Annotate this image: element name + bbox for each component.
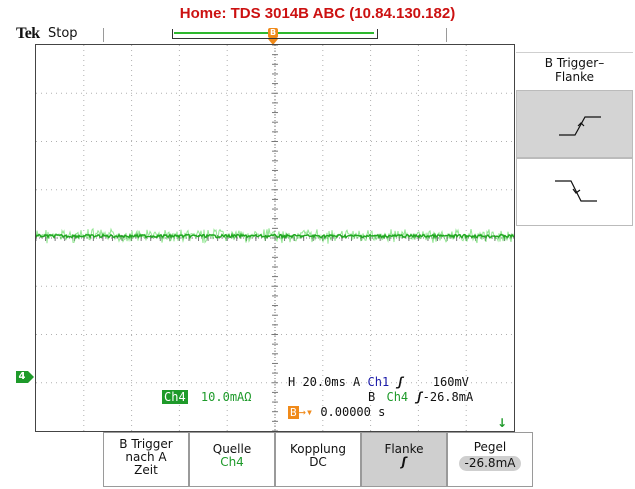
header-tick — [446, 28, 447, 42]
menu-b-trigger-nach-a-zeit[interactable]: B Trigger nach A Zeit — [103, 432, 189, 487]
side-menu-title-line-1: B Trigger– — [544, 56, 605, 70]
side-menu-divider — [516, 52, 633, 53]
header-tick — [103, 28, 104, 42]
horizontal-scale: H 20.0ms — [288, 375, 346, 389]
b-trigger-level: -26.8mA — [422, 390, 474, 404]
trigger-position-marker: B — [268, 28, 278, 38]
delay-arrow-icon: →▾ — [298, 405, 314, 419]
waveform-graticule[interactable] — [35, 44, 515, 432]
menu-label-pegel: Pegel — [473, 440, 507, 454]
side-menu-title-line-2: Flanke — [554, 70, 595, 84]
a-trigger-level: 160mV — [432, 375, 469, 389]
menu-value-kopplung: DC — [309, 455, 327, 469]
menu-label-b-trigger: B Trigger nach A Zeit — [119, 437, 173, 477]
run-status: Stop — [48, 26, 78, 41]
a-trigger-label: A — [353, 375, 361, 389]
rising-edge-icon — [559, 116, 601, 136]
a-slope-icon: ʃ — [396, 375, 404, 389]
channel-4-ground-marker[interactable]: 4 — [16, 371, 28, 383]
b-trigger-label: B — [368, 390, 376, 404]
tek-logo: Tek — [16, 25, 40, 42]
menu-label-quelle: Quelle — [212, 442, 252, 456]
menu-value-flanke: ʃ — [401, 455, 407, 469]
slope-rising-button[interactable] — [516, 90, 633, 158]
delay-value: 0.00000 s — [320, 405, 386, 419]
readout-line-2: Ch4 10.0mAΩ — [162, 390, 252, 404]
channel-4-marker-arrow-icon — [28, 371, 34, 383]
menu-kopplung[interactable]: Kopplung DC — [275, 432, 361, 487]
menu-quelle[interactable]: Quelle Ch4 — [189, 432, 275, 487]
readout-b-trigger: B Ch4 ʃ-26.8mA — [368, 390, 473, 404]
menu-pegel[interactable]: Pegel -26.8mA — [447, 432, 533, 487]
readout-delay: B →▾ 0.00000 s — [288, 405, 385, 419]
ch4-label: Ch4 — [162, 390, 188, 404]
falling-edge-icon — [555, 180, 597, 202]
menu-label-kopplung: Kopplung — [289, 442, 346, 456]
trigger-position-arrow-icon — [268, 39, 278, 45]
side-menu-title: B Trigger– Flanke — [516, 56, 633, 84]
menu-value-pegel: -26.8mA — [458, 456, 522, 471]
menu-value-quelle: Ch4 — [220, 455, 244, 469]
readout-line-1: H 20.0ms A Ch1 ʃ 160mV — [288, 375, 469, 389]
bottom-menu: B Trigger nach A Zeit Quelle Ch4 Kopplung … — [103, 432, 533, 487]
b-slope-icon: ʃ — [415, 390, 423, 404]
channel-4-trace — [36, 232, 514, 240]
menu-label-flanke: Flanke — [384, 442, 424, 456]
record-length-bracket — [172, 29, 378, 39]
slope-falling-button[interactable] — [516, 158, 633, 226]
b-trigger-delay-badge: B — [288, 406, 299, 419]
graticule-grid — [36, 45, 514, 431]
ch4-scale: 10.0mAΩ — [200, 390, 252, 404]
menu-flanke[interactable]: Flanke ʃ — [361, 432, 447, 487]
b-trigger-source: Ch4 — [386, 390, 409, 404]
trigger-level-arrow-icon: ↓ — [497, 416, 508, 430]
page-title: Home: TDS 3014B ABC (10.84.130.182) — [179, 5, 456, 22]
a-trigger-source: Ch1 — [367, 375, 390, 389]
